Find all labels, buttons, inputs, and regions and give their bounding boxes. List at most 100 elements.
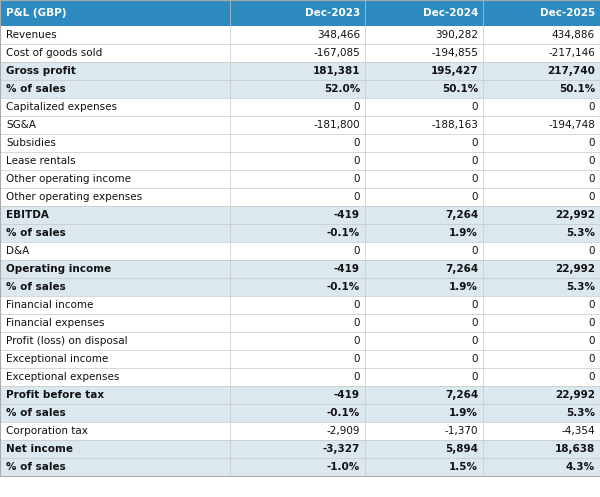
Text: -1,370: -1,370: [445, 426, 478, 436]
Bar: [0, 26, 600, 44]
Text: 0: 0: [353, 372, 360, 382]
Text: 7,264: 7,264: [445, 390, 478, 400]
Text: 0: 0: [472, 336, 478, 346]
Bar: [0, 44, 600, 62]
Text: 195,427: 195,427: [430, 66, 478, 76]
Text: 0: 0: [353, 318, 360, 328]
Text: -2,909: -2,909: [326, 426, 360, 436]
Bar: [0, 440, 600, 458]
Text: -181,800: -181,800: [313, 120, 360, 130]
Text: % of sales: % of sales: [6, 228, 66, 238]
Text: Dec-2025: Dec-2025: [540, 8, 595, 18]
Text: 0: 0: [472, 174, 478, 184]
Bar: [0, 152, 600, 170]
Text: 50.1%: 50.1%: [442, 84, 478, 94]
Text: Gross profit: Gross profit: [6, 66, 76, 76]
Text: 0: 0: [589, 354, 595, 364]
Bar: [0, 0, 600, 26]
Text: Dec-2024: Dec-2024: [422, 8, 478, 18]
Text: 434,886: 434,886: [552, 30, 595, 40]
Bar: [0, 278, 600, 296]
Text: -3,327: -3,327: [323, 444, 360, 454]
Bar: [0, 224, 600, 242]
Bar: [0, 260, 600, 278]
Text: -0.1%: -0.1%: [327, 228, 360, 238]
Text: 1.9%: 1.9%: [449, 282, 478, 292]
Text: P&L (GBP): P&L (GBP): [6, 8, 67, 18]
Text: 7,264: 7,264: [445, 264, 478, 274]
Text: 5,894: 5,894: [445, 444, 478, 454]
Text: % of sales: % of sales: [6, 462, 66, 472]
Text: % of sales: % of sales: [6, 282, 66, 292]
Text: Exceptional income: Exceptional income: [6, 354, 108, 364]
Text: EBITDA: EBITDA: [6, 210, 49, 220]
Text: Net income: Net income: [6, 444, 73, 454]
Text: Lease rentals: Lease rentals: [6, 156, 76, 166]
Text: 390,282: 390,282: [435, 30, 478, 40]
Bar: [0, 404, 600, 422]
Text: 0: 0: [472, 138, 478, 148]
Text: Subsidies: Subsidies: [6, 138, 56, 148]
Bar: [0, 170, 600, 188]
Text: 0: 0: [589, 300, 595, 310]
Text: 0: 0: [472, 354, 478, 364]
Text: SG&A: SG&A: [6, 120, 36, 130]
Text: -4,354: -4,354: [562, 426, 595, 436]
Text: Financial income: Financial income: [6, 300, 94, 310]
Text: Other operating expenses: Other operating expenses: [6, 192, 142, 202]
Text: 5.3%: 5.3%: [566, 228, 595, 238]
Text: 0: 0: [589, 246, 595, 256]
Text: % of sales: % of sales: [6, 84, 66, 94]
Text: 7,264: 7,264: [445, 210, 478, 220]
Bar: [0, 62, 600, 80]
Text: 5.3%: 5.3%: [566, 282, 595, 292]
Text: Financial expenses: Financial expenses: [6, 318, 104, 328]
Text: 18,638: 18,638: [555, 444, 595, 454]
Text: 0: 0: [353, 336, 360, 346]
Text: 0: 0: [589, 336, 595, 346]
Text: 348,466: 348,466: [317, 30, 360, 40]
Text: 0: 0: [589, 102, 595, 112]
Text: 1.5%: 1.5%: [449, 462, 478, 472]
Text: 0: 0: [589, 318, 595, 328]
Text: 1.9%: 1.9%: [449, 408, 478, 418]
Text: Revenues: Revenues: [6, 30, 56, 40]
Bar: [0, 422, 600, 440]
Text: 0: 0: [353, 300, 360, 310]
Text: 0: 0: [472, 318, 478, 328]
Text: 0: 0: [589, 138, 595, 148]
Text: -0.1%: -0.1%: [327, 282, 360, 292]
Text: 0: 0: [589, 174, 595, 184]
Bar: [0, 98, 600, 116]
Bar: [0, 242, 600, 260]
Text: Operating income: Operating income: [6, 264, 111, 274]
Text: 0: 0: [472, 372, 478, 382]
Bar: [0, 332, 600, 350]
Bar: [0, 116, 600, 134]
Bar: [0, 350, 600, 368]
Text: 0: 0: [353, 174, 360, 184]
Text: -188,163: -188,163: [431, 120, 478, 130]
Text: -419: -419: [334, 210, 360, 220]
Text: 50.1%: 50.1%: [559, 84, 595, 94]
Text: Other operating income: Other operating income: [6, 174, 131, 184]
Text: 217,740: 217,740: [547, 66, 595, 76]
Text: % of sales: % of sales: [6, 408, 66, 418]
Text: 22,992: 22,992: [555, 264, 595, 274]
Text: -217,146: -217,146: [548, 48, 595, 58]
Text: 0: 0: [589, 192, 595, 202]
Text: -419: -419: [334, 264, 360, 274]
Text: 0: 0: [353, 354, 360, 364]
Text: 0: 0: [589, 156, 595, 166]
Text: Corporation tax: Corporation tax: [6, 426, 88, 436]
Text: -167,085: -167,085: [313, 48, 360, 58]
Bar: [0, 206, 600, 224]
Bar: [0, 386, 600, 404]
Text: 0: 0: [589, 372, 595, 382]
Bar: [0, 458, 600, 476]
Text: -419: -419: [334, 390, 360, 400]
Text: 0: 0: [353, 246, 360, 256]
Text: 0: 0: [353, 156, 360, 166]
Text: 0: 0: [472, 192, 478, 202]
Text: -194,855: -194,855: [431, 48, 478, 58]
